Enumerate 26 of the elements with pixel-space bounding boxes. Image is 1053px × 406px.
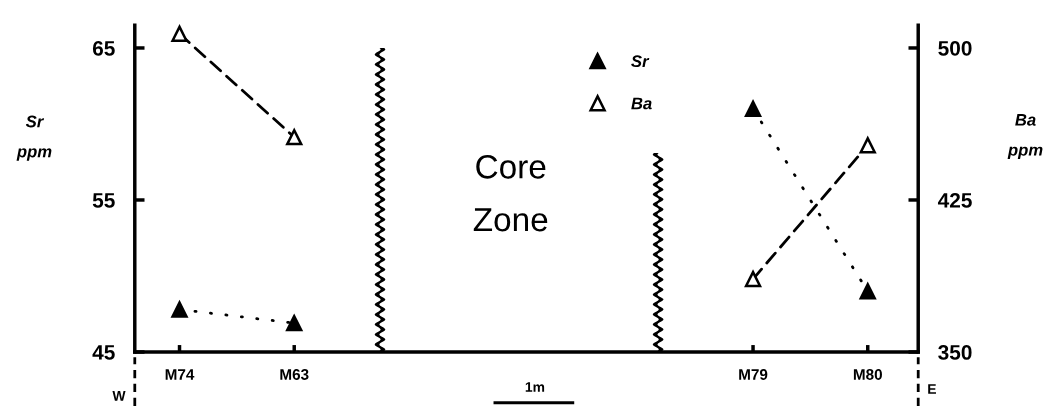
x-tick-label: M79	[739, 369, 768, 380]
point	[171, 301, 188, 318]
point	[171, 25, 188, 42]
y-tick-label: 65	[92, 40, 115, 56]
legend-label: Sr	[631, 55, 650, 68]
y2-tick-label: 425	[937, 192, 972, 208]
y2-tick-label: 500	[938, 40, 972, 56]
point	[286, 314, 303, 332]
text: Ba ppm	[1007, 114, 1043, 160]
x-tick-label: M74	[165, 369, 195, 380]
legend-label: Ba	[631, 97, 652, 110]
y2-tick-label: 350	[938, 345, 972, 360]
point	[859, 283, 876, 300]
point	[744, 270, 762, 288]
text: 1m	[525, 382, 545, 392]
point	[744, 100, 762, 117]
text: W	[112, 391, 126, 401]
point	[286, 128, 303, 146]
annotation: Core Zone	[473, 155, 548, 232]
text: E	[928, 384, 936, 394]
y-tick-label: 55	[92, 193, 115, 208]
text: Sr ppm	[16, 115, 52, 161]
x-tick-label: M63	[280, 369, 309, 380]
y-tick-label: 45	[92, 345, 115, 360]
point	[859, 137, 876, 154]
x-tick-label: M80	[853, 369, 882, 380]
